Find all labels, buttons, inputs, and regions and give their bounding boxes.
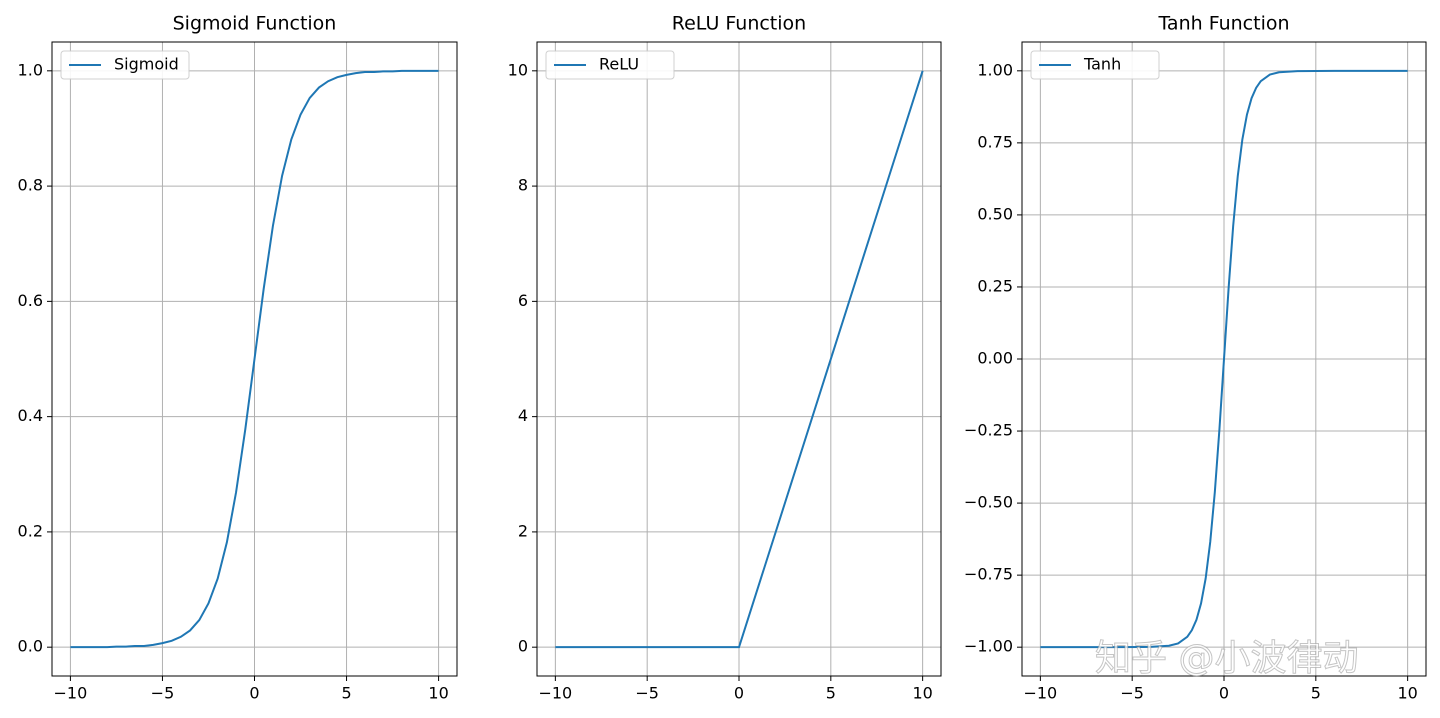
y-tick-label: 6 (518, 291, 528, 310)
y-tick-label: 0.00 (977, 349, 1013, 368)
axes-frame (1021, 41, 1427, 677)
y-tick-label: 0.2 (18, 521, 43, 540)
y-tick-label: 0.8 (18, 176, 43, 195)
x-tick-label: 10 (1397, 684, 1417, 703)
x-tick-label: −10 (1023, 684, 1057, 703)
legend-label: ReLU (599, 55, 639, 74)
y-tick-label: 0.25 (977, 276, 1013, 295)
axes-frame (536, 41, 942, 677)
x-tick-label: 10 (428, 684, 448, 703)
y-tick-label: 0.6 (18, 291, 43, 310)
plots: Sigmoid Function −10 −5 0 5 10 0.0 0.2 0.4 0.6 0.8… (18, 13, 1427, 703)
y-tick-label: 8 (518, 176, 528, 195)
line (70, 69, 439, 649)
legend-box (1030, 50, 1160, 80)
watermark: 知乎 @小波律动 (1095, 638, 1358, 679)
x-tick-label: −5 (1120, 684, 1144, 703)
x-tick-label: 5 (826, 684, 836, 703)
y-tick-label: 1.00 (977, 60, 1013, 79)
x-tick-label: 5 (1311, 684, 1321, 703)
legend-box (545, 50, 675, 80)
y-tick-label: −0.75 (964, 565, 1013, 584)
x-tick-label: 5 (341, 684, 351, 703)
y-tick-label: 0.50 (977, 204, 1013, 223)
y-tick-label: 4 (518, 406, 528, 425)
x-tick-label: 10 (912, 684, 932, 703)
y-tick-label: 1.0 (18, 60, 43, 79)
line (1040, 69, 1408, 649)
y-tick-label: 0.75 (977, 132, 1013, 151)
x-tick-label: 0 (1219, 684, 1229, 703)
y-tick-label: 0 (518, 637, 528, 656)
legend-label: Tanh (1083, 55, 1121, 74)
y-tick-label: 10 (508, 60, 528, 79)
x-tick-label: 0 (734, 684, 744, 703)
legend-label: Sigmoid (114, 55, 179, 74)
y-tick-label: 0.4 (18, 406, 43, 425)
chart-title: ReLU Function (672, 13, 806, 35)
chart-title: Tanh Function (1157, 13, 1289, 35)
x-tick-label: 0 (249, 684, 259, 703)
line (555, 70, 924, 649)
y-tick-label: 2 (518, 521, 528, 540)
y-tick-label: 0.0 (18, 637, 43, 656)
x-tick-label: −5 (151, 684, 175, 703)
axes-frame (51, 41, 458, 677)
y-tick-label: −0.25 (964, 421, 1013, 440)
y-tick-label: −1.00 (964, 637, 1013, 656)
chart-title: Sigmoid Function (173, 13, 337, 35)
legend-box (60, 50, 190, 80)
x-tick-label: −5 (635, 684, 659, 703)
y-tick-label: −0.50 (964, 493, 1013, 512)
x-tick-label: −10 (54, 684, 88, 703)
x-tick-label: −10 (538, 684, 572, 703)
